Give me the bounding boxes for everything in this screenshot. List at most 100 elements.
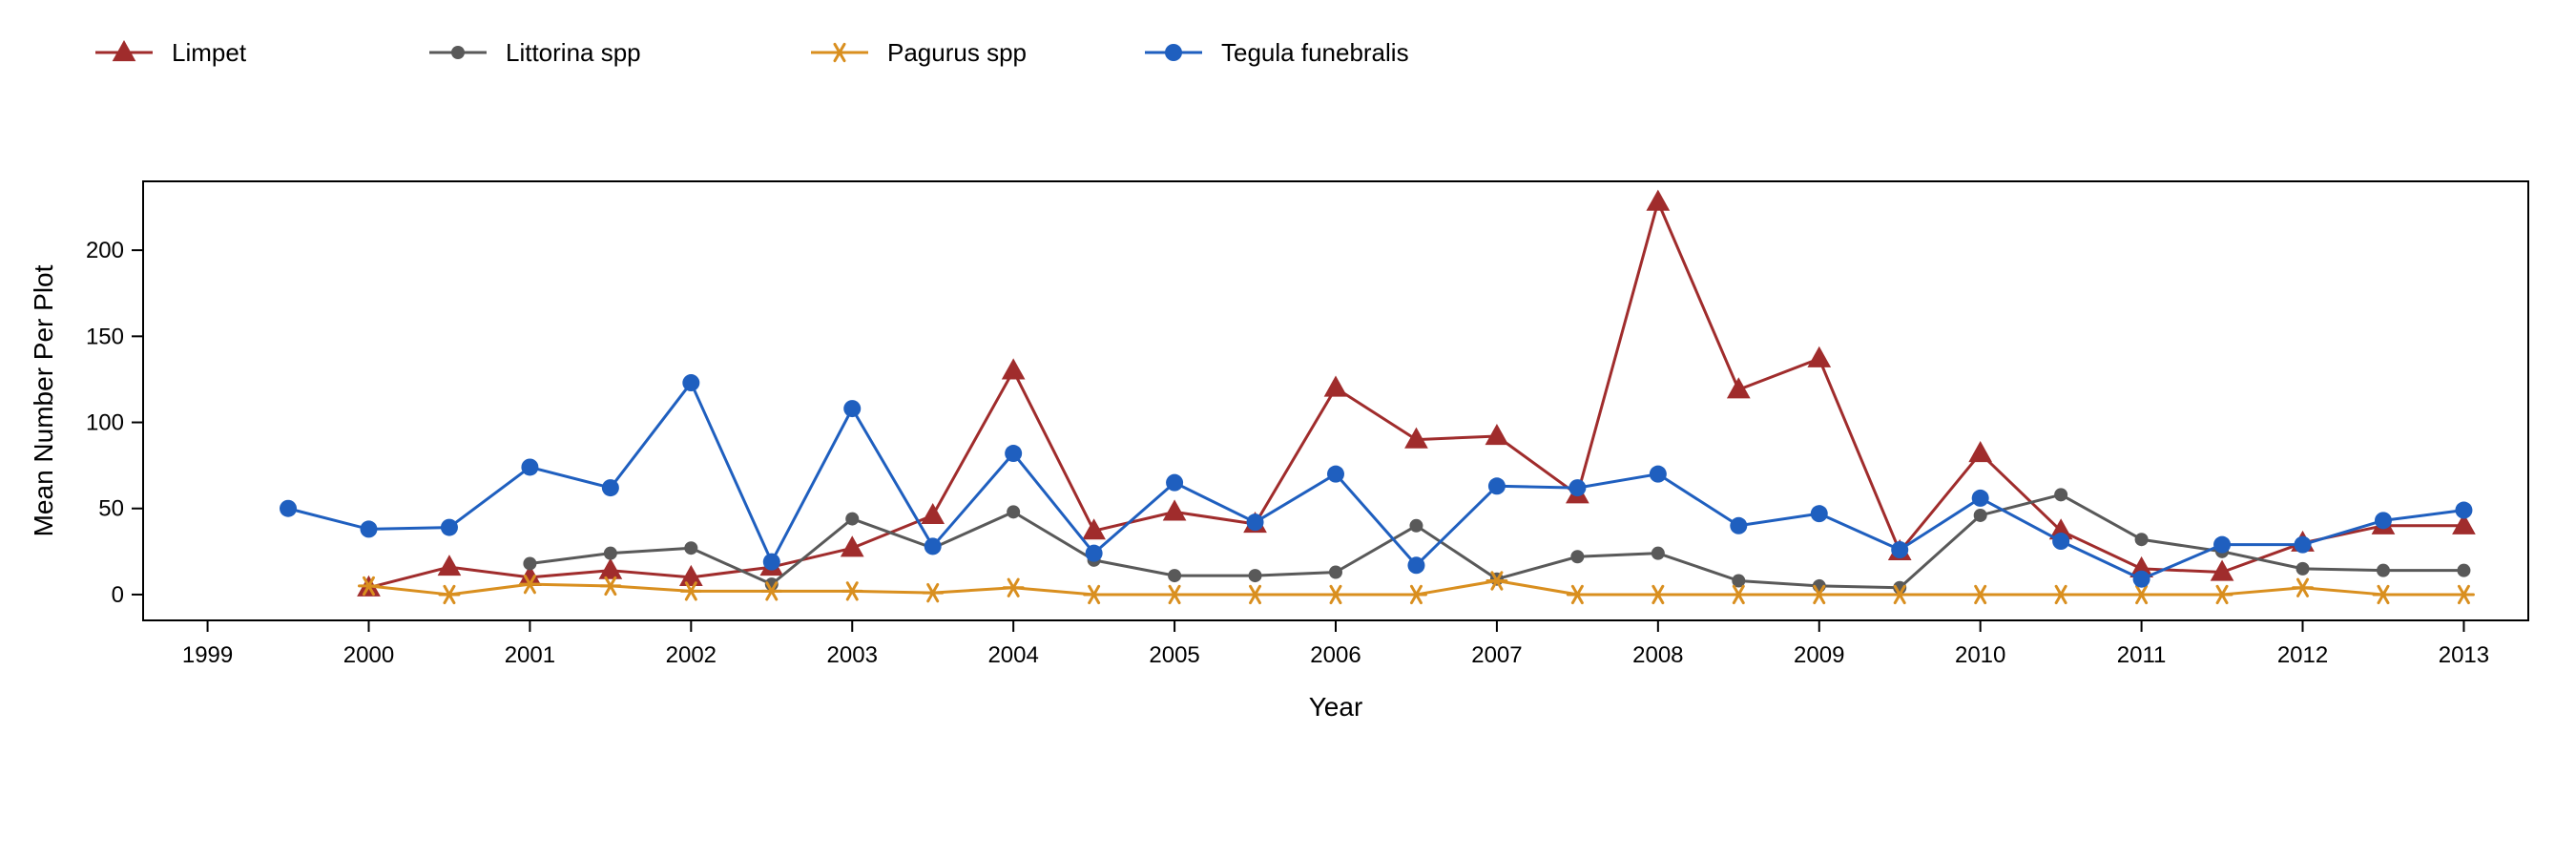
- x-tick-label: 2000: [343, 642, 394, 668]
- data-marker: [2295, 536, 2312, 554]
- y-axis-label: Mean Number Per Plot: [29, 264, 58, 536]
- data-marker: [1568, 479, 1586, 496]
- legend-label: Tegula funebralis: [1221, 38, 1409, 67]
- x-tick-label: 2010: [1955, 642, 2005, 668]
- legend-label: Littorina spp: [506, 38, 641, 67]
- data-marker: [2455, 502, 2472, 519]
- data-marker: [604, 547, 617, 560]
- data-marker: [1650, 466, 1667, 483]
- data-marker: [924, 584, 943, 600]
- data-marker: [830, 44, 849, 60]
- data-marker: [1329, 565, 1342, 578]
- data-marker: [1324, 375, 1348, 396]
- data-marker: [682, 374, 699, 391]
- data-marker: [1406, 586, 1425, 602]
- data-marker: [1730, 517, 1747, 534]
- data-marker: [1409, 519, 1423, 533]
- data-marker: [1085, 586, 1104, 602]
- data-marker: [1972, 490, 1989, 507]
- data-marker: [2457, 564, 2470, 577]
- data-marker: [1485, 424, 1509, 445]
- data-marker: [2213, 536, 2231, 554]
- data-marker: [2051, 586, 2070, 602]
- x-tick-label: 2009: [1794, 642, 1844, 668]
- x-tick-label: 2006: [1310, 642, 1361, 668]
- data-marker: [843, 400, 861, 417]
- data-marker: [2052, 533, 2069, 550]
- data-marker: [684, 541, 697, 555]
- data-marker: [924, 537, 942, 555]
- data-marker: [523, 556, 536, 570]
- x-tick-label: 2011: [2117, 642, 2167, 668]
- data-marker: [2294, 579, 2313, 596]
- x-axis: 1999200020012002200320042005200620072008…: [182, 620, 2489, 668]
- y-tick-label: 50: [98, 496, 124, 522]
- data-marker: [1891, 541, 1908, 558]
- data-marker: [921, 503, 945, 524]
- data-marker: [1407, 556, 1424, 574]
- data-marker: [1005, 445, 1022, 462]
- data-marker: [1404, 428, 1428, 449]
- chart-svg: 1999200020012002200320042005200620072008…: [0, 0, 2576, 859]
- data-marker: [1163, 499, 1187, 520]
- data-marker: [451, 46, 465, 59]
- series-limpet: [357, 190, 2476, 597]
- x-tick-label: 2012: [2277, 642, 2328, 668]
- data-marker: [440, 586, 459, 602]
- data-marker: [113, 40, 136, 61]
- data-marker: [521, 458, 538, 475]
- data-marker: [1649, 586, 1668, 602]
- data-marker: [1246, 586, 1265, 602]
- y-tick-label: 0: [112, 582, 124, 608]
- data-marker: [1007, 505, 1020, 518]
- x-tick-label: 2007: [1471, 642, 1522, 668]
- data-marker: [599, 558, 623, 579]
- data-marker: [1249, 569, 1262, 582]
- x-tick-label: 2004: [987, 642, 1038, 668]
- x-tick-label: 2002: [666, 642, 717, 668]
- data-marker: [1488, 477, 1506, 494]
- chart-root: 1999200020012002200320042005200620072008…: [0, 0, 2576, 859]
- data-marker: [2454, 586, 2473, 602]
- y-tick-label: 150: [86, 324, 124, 349]
- x-tick-label: 2003: [827, 642, 878, 668]
- data-marker: [1652, 547, 1665, 560]
- data-marker: [1165, 44, 1182, 61]
- x-axis-label: Year: [1309, 692, 1363, 722]
- x-tick-label: 2008: [1632, 642, 1683, 668]
- data-marker: [1326, 586, 1345, 602]
- data-marker: [1165, 586, 1184, 602]
- data-marker: [1247, 513, 1264, 531]
- data-marker: [1729, 586, 1748, 602]
- series-group: [280, 190, 2476, 603]
- data-marker: [1974, 509, 1987, 522]
- data-marker: [2054, 488, 2067, 501]
- data-marker: [1570, 550, 1584, 563]
- data-marker: [1002, 358, 1026, 379]
- data-marker: [2135, 533, 2149, 546]
- data-marker: [845, 513, 859, 526]
- legend-label: Pagurus spp: [887, 38, 1027, 67]
- data-marker: [2132, 586, 2151, 602]
- data-marker: [602, 479, 619, 496]
- data-marker: [360, 520, 377, 537]
- data-marker: [1004, 579, 1023, 596]
- legend: Limpet Littorina spp Pagurus spp Tegula fun…: [95, 38, 1409, 67]
- data-marker: [1166, 474, 1183, 492]
- y-axis: 050100150200: [86, 238, 143, 608]
- data-marker: [1811, 505, 1828, 522]
- data-marker: [1568, 586, 1587, 602]
- data-marker: [441, 519, 458, 536]
- data-marker: [1168, 569, 1181, 582]
- data-marker: [2377, 564, 2390, 577]
- x-tick-label: 2005: [1149, 642, 1199, 668]
- data-marker: [1807, 346, 1831, 367]
- data-marker: [2375, 512, 2392, 529]
- data-marker: [842, 583, 862, 599]
- data-marker: [1327, 466, 1344, 483]
- data-marker: [2374, 586, 2393, 602]
- data-marker: [2212, 586, 2232, 602]
- data-marker: [438, 555, 462, 576]
- data-marker: [280, 500, 297, 517]
- legend-label: Limpet: [172, 38, 247, 67]
